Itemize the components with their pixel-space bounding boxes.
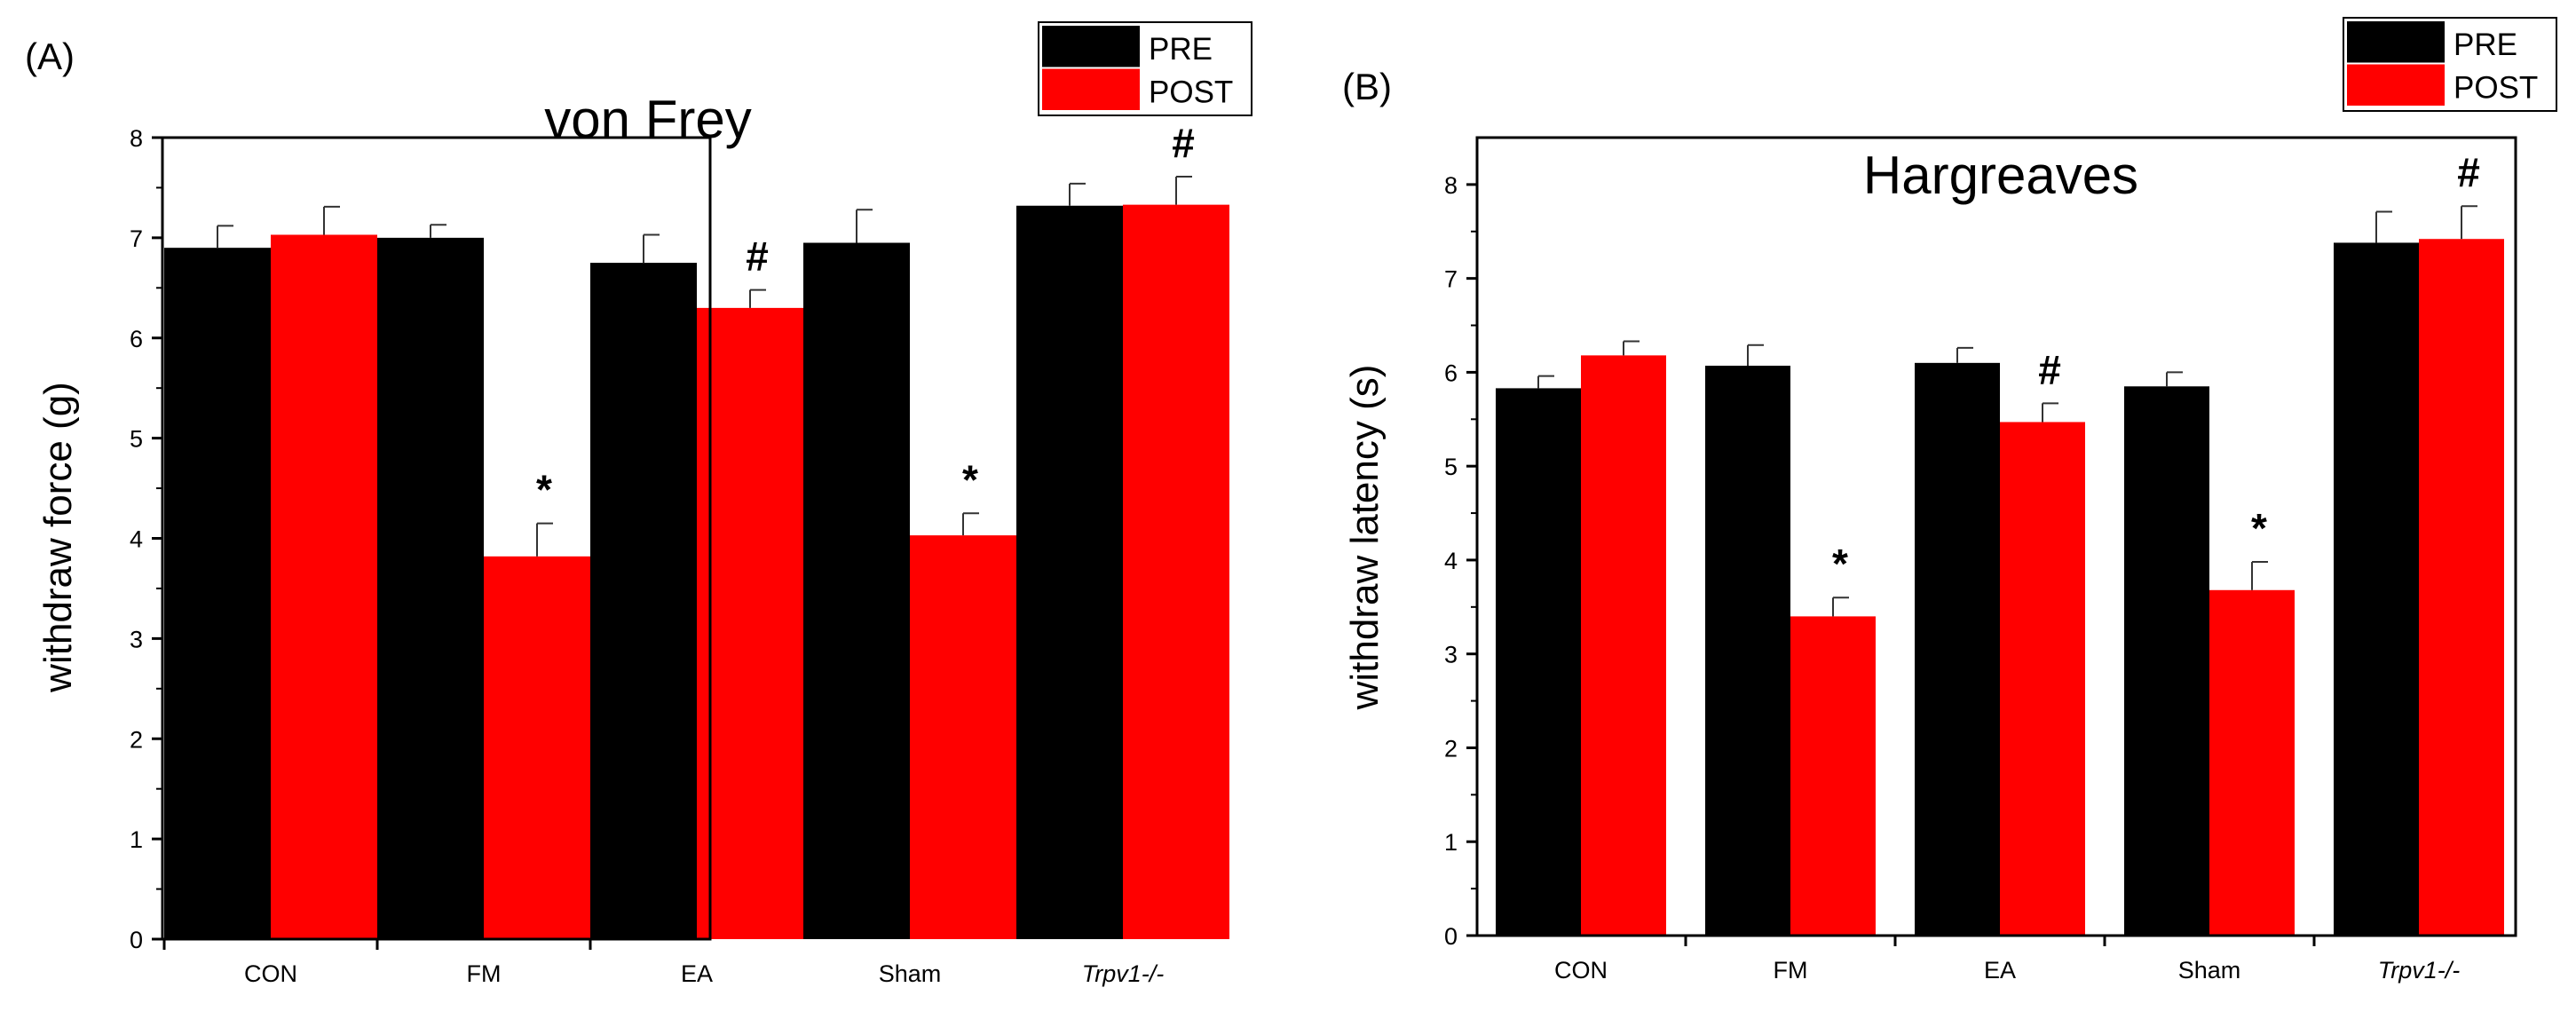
significance-marker: *	[1832, 541, 1848, 587]
legend-swatch-pre	[2347, 21, 2445, 63]
category-label: FM	[467, 960, 502, 987]
bar-post-1	[1790, 616, 1876, 936]
significance-marker: *	[2251, 505, 2267, 551]
bar-pre-3	[803, 242, 910, 939]
legend: PRE POST	[2343, 17, 2557, 112]
category-label: CON	[244, 960, 297, 987]
bar-post-3	[2209, 589, 2295, 936]
significance-marker: #	[1172, 120, 1195, 166]
y-axis-label: withdraw force (g)	[36, 382, 80, 693]
bar-post-4	[2419, 239, 2504, 936]
significance-marker: #	[746, 233, 769, 280]
plot-frame	[1475, 136, 2517, 937]
y-tick-label: 8	[1444, 172, 1458, 199]
chart-panel-b: (B) Hargreaves withdraw latency (s) CON FM EA…	[1342, 17, 2557, 984]
bar-pre-0	[1496, 388, 1581, 936]
y-tick-label: 8	[130, 125, 143, 152]
legend-swatch-pre	[1042, 26, 1140, 67]
category-label: Sham	[2178, 957, 2241, 984]
significance-marker: *	[536, 467, 552, 513]
y-tick-label: 2	[1444, 735, 1458, 762]
significance-marker: #	[2038, 346, 2061, 392]
chart-panel-a: (A) von Frey withdraw force (g) CON FM EA Sham…	[25, 21, 1252, 987]
category-label: Trpv1-/-	[2378, 957, 2461, 984]
y-tick-label: 0	[130, 927, 143, 953]
bar-post-3	[910, 535, 1016, 939]
y-tick-label: 1	[1444, 829, 1458, 856]
y-tick-label: 6	[130, 326, 143, 352]
bar-pre-4	[1016, 205, 1123, 939]
legend-label-pre: PRE	[1149, 32, 1213, 67]
bar-pre-2	[1915, 362, 2000, 936]
y-tick-label: 7	[130, 225, 143, 252]
bar-post-4	[1123, 204, 1229, 940]
bar-post-2	[2000, 422, 2085, 936]
y-tick-label: 0	[1444, 923, 1458, 950]
legend-label-post: POST	[1149, 75, 1233, 110]
significance-marker: #	[2457, 149, 2480, 195]
category-label: Sham	[879, 960, 942, 987]
legend-swatch-post	[1042, 68, 1140, 110]
y-tick-label: 1	[130, 826, 143, 853]
category-label: EA	[1984, 957, 2016, 984]
bar-post-0	[271, 234, 377, 939]
bar-pre-0	[164, 248, 271, 940]
bar-pre-4	[2334, 242, 2419, 936]
bar-post-2	[697, 307, 803, 939]
y-tick-label: 4	[1444, 548, 1458, 574]
category-label: FM	[1774, 957, 1808, 984]
y-tick-label: 4	[130, 526, 143, 553]
y-tick-label: 2	[130, 726, 143, 753]
bar-pre-1	[1705, 366, 1790, 936]
panel-label: (B)	[1342, 66, 1392, 107]
category-label: CON	[1554, 957, 1608, 984]
y-tick-label: 5	[1444, 454, 1458, 480]
y-tick-label: 3	[130, 626, 143, 652]
chart-title: von Frey	[544, 90, 751, 149]
legend: PRE POST	[1038, 21, 1252, 116]
y-tick-label: 7	[1444, 266, 1458, 293]
panel-label: (A)	[25, 36, 75, 77]
legend-swatch-post	[2347, 64, 2445, 106]
y-axis-label: withdraw latency (s)	[1343, 365, 1387, 711]
chart-title: Hargreaves	[1863, 146, 2138, 205]
significance-marker: *	[962, 456, 978, 502]
category-label: EA	[681, 960, 713, 987]
bar-post-0	[1581, 355, 1666, 936]
y-tick-label: 3	[1444, 642, 1458, 668]
legend-label-pre: PRE	[2454, 28, 2517, 62]
bar-pre-1	[377, 237, 484, 939]
y-tick-label: 6	[1444, 359, 1458, 386]
legend-label-post: POST	[2454, 71, 2538, 106]
category-label: Trpv1-/-	[1082, 960, 1165, 987]
y-tick-label: 5	[130, 426, 143, 453]
bar-pre-2	[590, 263, 697, 939]
bar-post-1	[484, 556, 590, 939]
bar-pre-3	[2124, 386, 2209, 936]
